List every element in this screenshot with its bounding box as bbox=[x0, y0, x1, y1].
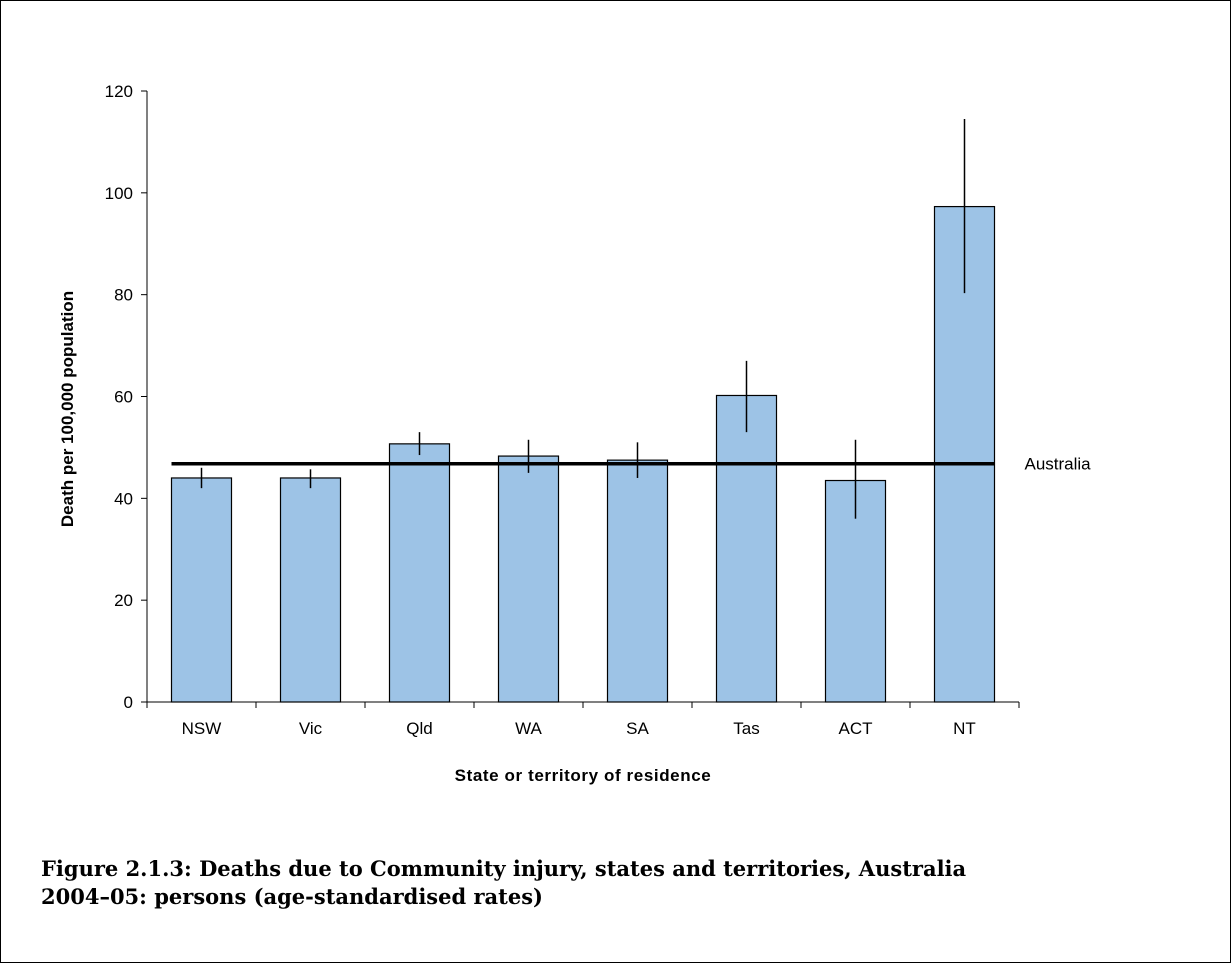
y-tick-label: 20 bbox=[114, 591, 133, 610]
bar bbox=[606, 459, 669, 703]
x-tick-label: WA bbox=[515, 719, 542, 738]
y-tick-label: 0 bbox=[124, 693, 133, 712]
x-tick-label: NT bbox=[953, 719, 976, 738]
y-tick-label: 120 bbox=[105, 82, 133, 101]
figure-caption: Figure 2.1.3: Deaths due to Community in… bbox=[41, 855, 1041, 911]
x-tick-label: ACT bbox=[839, 719, 873, 738]
y-tick-label: 60 bbox=[114, 388, 133, 407]
bar bbox=[388, 443, 451, 703]
caption-line-2: 2004–05: persons (age-standardised rates… bbox=[41, 884, 543, 909]
y-tick-label: 80 bbox=[114, 286, 133, 305]
caption-line-1: Figure 2.1.3: Deaths due to Community in… bbox=[41, 856, 967, 881]
y-axis: 0 20 40 60 80 100 120 bbox=[105, 82, 148, 712]
x-tick-label: NSW bbox=[182, 719, 222, 738]
x-tick-label: Qld bbox=[406, 719, 432, 738]
bar bbox=[279, 477, 342, 703]
bar bbox=[497, 455, 560, 703]
x-tick-label: SA bbox=[626, 719, 649, 738]
y-tick-label: 40 bbox=[114, 489, 133, 508]
y-tick-label: 100 bbox=[105, 184, 133, 203]
x-axis-title: State or territory of residence bbox=[455, 766, 712, 785]
reference-line-label: Australia bbox=[1025, 455, 1092, 474]
reference-line-group: Australia bbox=[171, 455, 1092, 474]
x-axis: NSW Vic Qld WA SA Tas ACT NT bbox=[146, 701, 1020, 738]
bar bbox=[715, 394, 778, 703]
x-tick-label: Tas bbox=[733, 719, 759, 738]
y-axis-title: Death per 100,000 population bbox=[58, 291, 77, 527]
bars bbox=[170, 205, 996, 703]
x-tick-label: Vic bbox=[299, 719, 323, 738]
bar bbox=[170, 477, 233, 703]
error-bars bbox=[200, 119, 966, 519]
